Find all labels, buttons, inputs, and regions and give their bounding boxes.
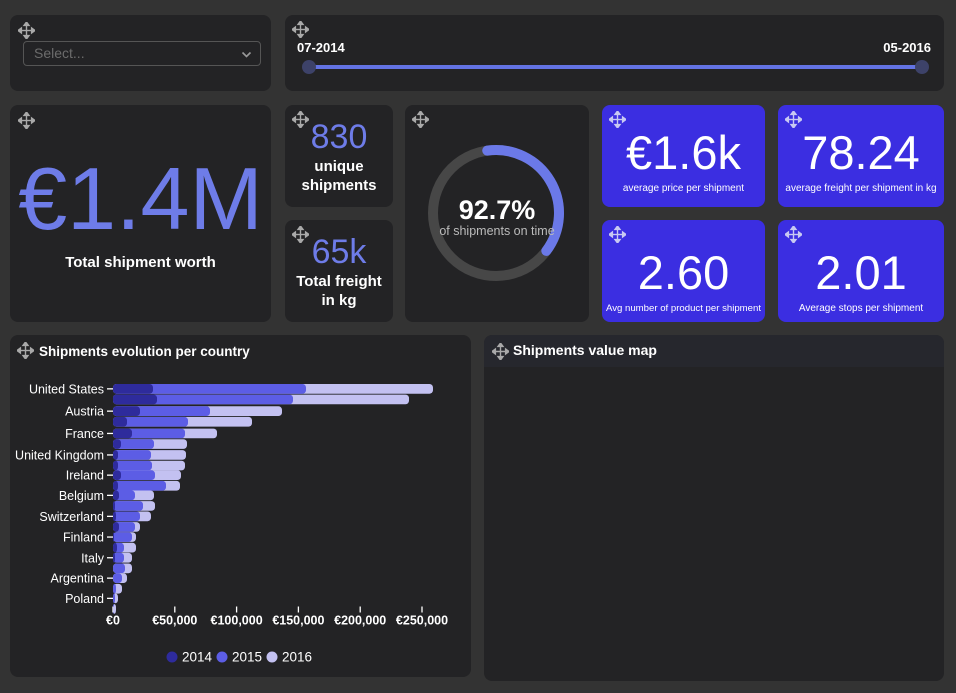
svg-text:€100,000: €100,000 [211, 614, 263, 628]
svg-text:Belgium: Belgium [59, 489, 104, 503]
svg-text:€50,000: €50,000 [152, 614, 197, 628]
svg-text:€250,000: €250,000 [396, 614, 448, 628]
svg-text:Poland: Poland [65, 592, 104, 606]
svg-text:Austria: Austria [65, 405, 104, 419]
svg-text:Switzerland: Switzerland [39, 510, 104, 524]
svg-text:2014: 2014 [182, 650, 213, 665]
svg-text:2016: 2016 [282, 650, 312, 665]
svg-text:2015: 2015 [232, 650, 262, 665]
svg-text:United States: United States [29, 382, 104, 396]
svg-text:€200,000: €200,000 [334, 614, 386, 628]
svg-text:France: France [65, 427, 104, 441]
svg-text:€150,000: €150,000 [272, 614, 324, 628]
svg-text:Argentina: Argentina [50, 572, 104, 586]
svg-text:United Kingdom: United Kingdom [15, 448, 104, 462]
svg-text:Finland: Finland [63, 531, 104, 545]
svg-text:€0: €0 [106, 614, 120, 628]
svg-text:Ireland: Ireland [66, 469, 104, 483]
svg-text:Italy: Italy [81, 551, 105, 565]
